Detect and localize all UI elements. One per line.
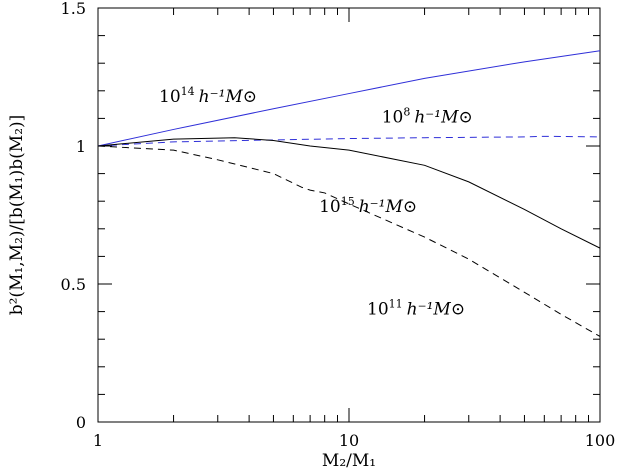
series-label-mantissa: 10: [319, 197, 341, 217]
series-lines: [97, 50, 601, 337]
series-line-0: [97, 50, 601, 147]
x-tick-label: 1: [93, 431, 103, 450]
series-label-3: 1011 h⁻¹M⊙: [367, 297, 465, 319]
series-label-mantissa: 10: [159, 87, 181, 107]
series-line-3: [97, 145, 601, 337]
x-tick-label: 100: [585, 431, 616, 450]
y-tick-label: 0: [76, 413, 86, 432]
series-label-mantissa: 10: [382, 108, 404, 128]
y-tick-label: 0.5: [61, 275, 86, 294]
series-line-2: [97, 137, 601, 249]
series-labels: 1014 h⁻¹M⊙108 h⁻¹M⊙1015 h⁻¹M⊙1011 h⁻¹M⊙: [159, 85, 473, 320]
plot-frame: [97, 7, 601, 423]
series-label-unit: h⁻¹M⊙: [359, 197, 417, 217]
series-label-exponent: 8: [403, 106, 410, 119]
series-label-2: 1015 h⁻¹M⊙: [319, 195, 417, 217]
series-label-exponent: 15: [341, 195, 355, 208]
y-axis-label: b²(M₁,M₂)/[b(M₁)b(M₂)]: [7, 115, 27, 316]
series-label-mantissa: 10: [367, 299, 389, 319]
x-axis-label: M₂/M₁: [322, 451, 376, 471]
series-label-unit: h⁻¹M⊙: [199, 87, 257, 107]
x-tick-label: 10: [339, 431, 359, 450]
series-label-unit: h⁻¹M⊙: [407, 299, 465, 319]
series-line-1: [97, 135, 601, 147]
y-tick-label: 1: [76, 137, 86, 156]
series-label-exponent: 11: [389, 297, 403, 310]
tick-labels: 1 10 100 0 0.5 1 1.5: [61, 0, 616, 450]
series-label-0: 1014 h⁻¹M⊙: [159, 85, 257, 107]
series-label-1: 108 h⁻¹M⊙: [382, 106, 473, 128]
series-label-unit: h⁻¹M⊙: [414, 108, 472, 128]
axis-ticks: [97, 7, 600, 423]
y-tick-label: 1.5: [61, 0, 86, 18]
series-label-exponent: 14: [181, 85, 195, 98]
